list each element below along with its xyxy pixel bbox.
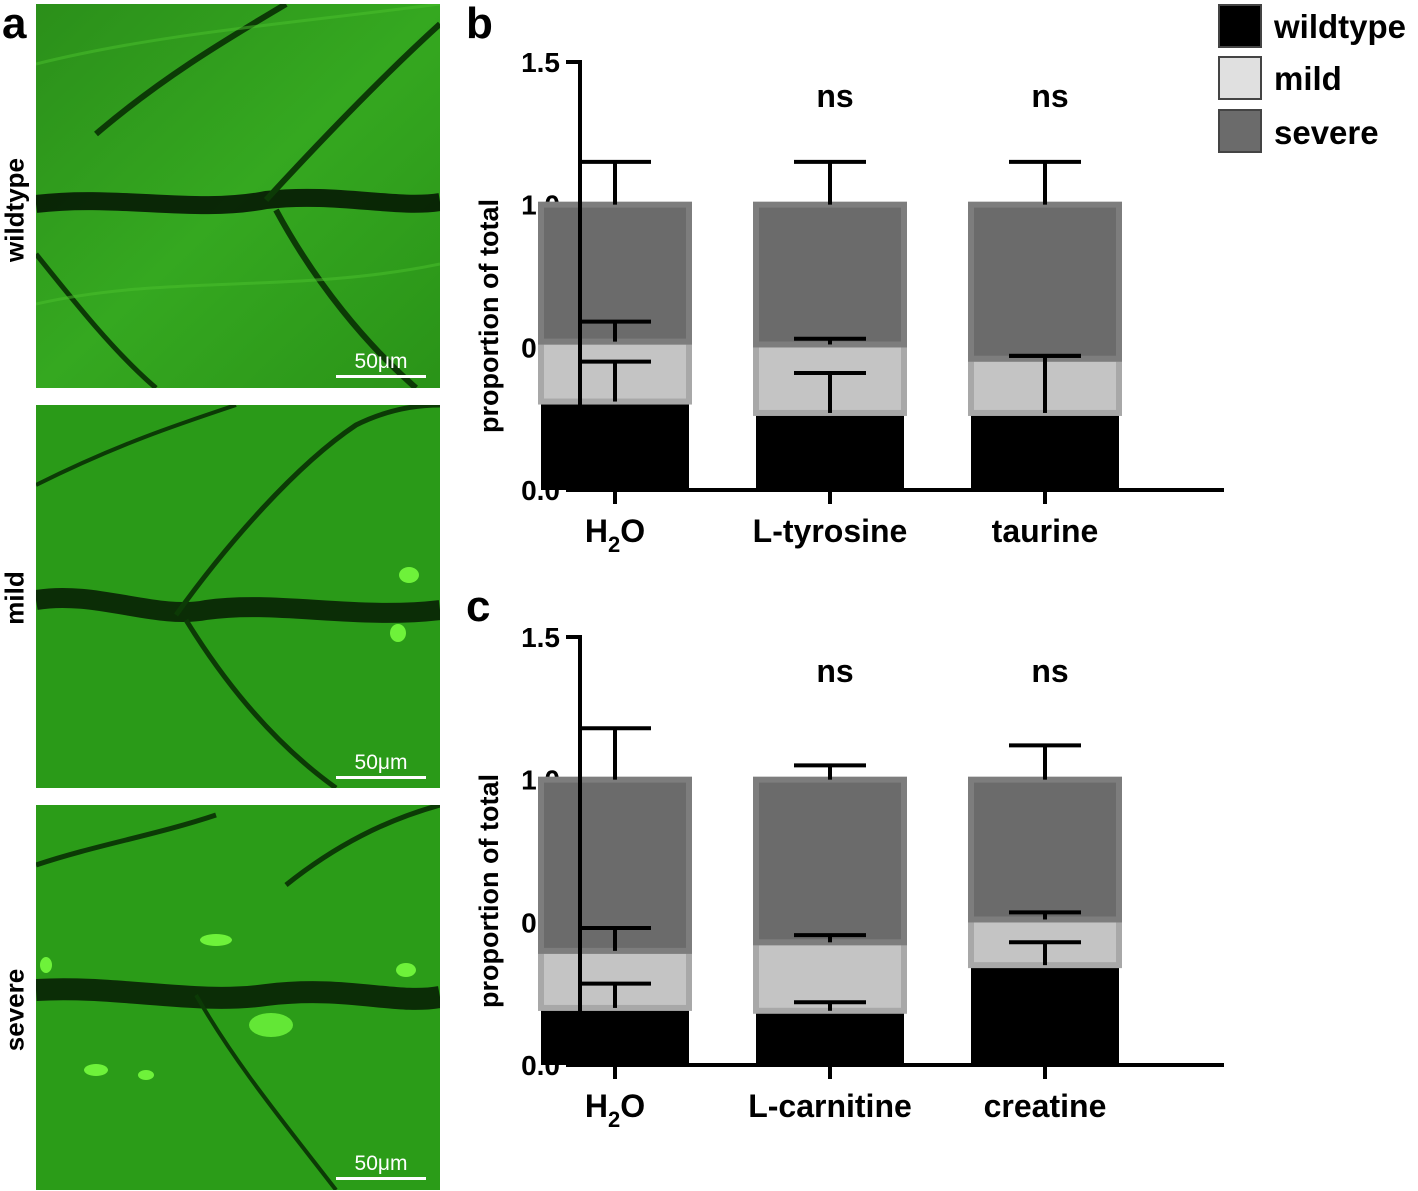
bar-severe	[538, 776, 692, 954]
micrograph-wildtype	[36, 4, 440, 388]
legend-item-severe: severe	[1218, 109, 1379, 153]
x-tick-label: L-carnitine	[748, 1088, 912, 1124]
scale-label-wildtype: 50μm	[354, 350, 408, 373]
scale-label-mild: 50μm	[354, 751, 408, 774]
x-tick-label: H2O	[585, 1088, 645, 1132]
y-tick-label: 1.5	[521, 47, 560, 78]
micrograph-mild	[36, 405, 440, 788]
legend-label-severe: severe	[1274, 114, 1379, 151]
y-tick-label: 1.5	[521, 622, 560, 653]
bar-wildtype	[541, 401, 689, 490]
scale-bar-mild	[336, 776, 426, 779]
bar-severe	[968, 776, 1122, 923]
significance-annotation: ns	[1031, 78, 1068, 114]
muscle-fiber-image-mild	[36, 405, 440, 788]
scale-bar-wildtype	[336, 375, 426, 378]
legend-label-mild: mild	[1274, 60, 1342, 97]
x-tick-label: H2O	[585, 513, 645, 557]
legend-swatch-severe	[1218, 109, 1262, 153]
bar-severe	[753, 201, 907, 348]
bar-wildtype	[971, 965, 1119, 1065]
legend-swatch-mild	[1218, 56, 1262, 100]
y-axis-label: proportion of total	[474, 774, 504, 1008]
legend: wildtype mild severe	[1218, 4, 1406, 153]
legend-item-wildtype: wildtype	[1218, 4, 1406, 48]
scale-bar-severe	[336, 1177, 426, 1180]
bar-wildtype	[541, 1007, 689, 1065]
x-tick-label: L-tyrosine	[753, 513, 908, 549]
legend-label-wildtype: wildtype	[1273, 8, 1406, 45]
bar-severe	[753, 776, 907, 946]
legend-swatch-wildtype	[1218, 4, 1262, 48]
muscle-fiber-image-severe	[36, 805, 440, 1190]
bar-severe	[968, 201, 1122, 362]
scale-label-severe: 50μm	[354, 1152, 408, 1175]
panel-b-letter: b	[466, 0, 493, 48]
x-tick-label: taurine	[992, 513, 1099, 549]
micrograph-severe	[36, 805, 440, 1190]
significance-annotation: ns	[816, 78, 853, 114]
bar-wildtype	[971, 412, 1119, 490]
x-tick-label: creatine	[984, 1088, 1107, 1124]
significance-annotation: ns	[1031, 653, 1068, 689]
panel-a-letter: a	[2, 0, 27, 48]
significance-annotation: ns	[816, 653, 853, 689]
bar-wildtype	[756, 412, 904, 490]
legend-item-mild: mild	[1218, 56, 1342, 100]
bar-wildtype	[756, 1010, 904, 1065]
panel-c-letter: c	[466, 582, 491, 631]
muscle-fiber-image-wildtype	[36, 4, 440, 388]
y-axis-label: proportion of total	[474, 199, 504, 433]
